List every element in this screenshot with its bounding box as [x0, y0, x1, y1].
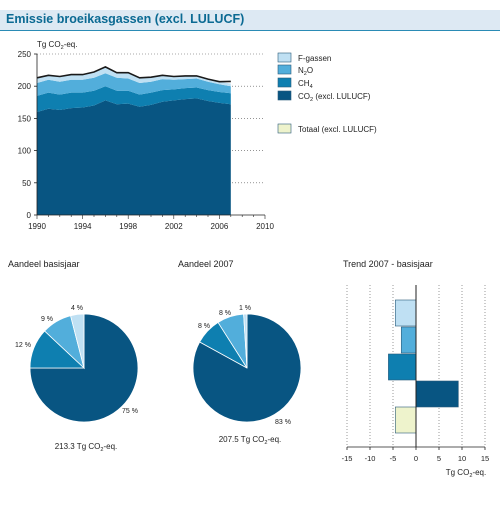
- trend-bar-ch4: [388, 353, 417, 381]
- trend-bar-co2: [415, 380, 459, 408]
- area-y-tick-label: 250: [18, 50, 32, 59]
- legend-swatch-ch4: [277, 77, 292, 88]
- page-title: Emissie broeikasgassen (excl. LULUCF): [6, 12, 245, 26]
- pie-slice-label: 1 %: [239, 305, 251, 312]
- area-x-tick-label: 2006: [211, 222, 229, 231]
- trend-x-tick-label: 5: [437, 454, 441, 463]
- header-band: [0, 10, 500, 30]
- trend-x-tick-label: 0: [414, 454, 418, 463]
- pie-slice-label: 4 %: [71, 305, 83, 312]
- trend-x-tick-label: 15: [481, 454, 489, 463]
- area-y-axis-label: Tg CO2-eq.: [37, 40, 77, 51]
- area-y-tick-label: 100: [18, 147, 32, 156]
- legend-label: Totaal (excl. LULUCF): [298, 125, 377, 134]
- area-y-tick-label: 200: [18, 82, 32, 91]
- pie-slice-label: 12 %: [15, 342, 31, 349]
- legend-label: F-gassen: [298, 54, 331, 63]
- area-x-tick-label: 2002: [165, 222, 183, 231]
- pie-slice-label: 8 %: [198, 323, 210, 330]
- pie-slice-label: 75 %: [122, 408, 138, 415]
- trend-x-tick-label: -15: [342, 454, 353, 463]
- area-totaal-line: [36, 66, 231, 83]
- pie-title: Aandeel 2007: [178, 259, 234, 269]
- trend-x-axis-label: Tg CO2-eq.: [446, 468, 486, 479]
- pie-slice-fgas: [243, 313, 248, 369]
- area-x-tick-label: 2010: [256, 222, 274, 231]
- area-series-ch4: [37, 86, 231, 112]
- area-x-tick-label: 1990: [28, 222, 46, 231]
- legend-label: CH4: [298, 79, 313, 90]
- pie-title: Aandeel basisjaar: [8, 259, 80, 269]
- pie-caption: 207.5 Tg CO2-eq.: [219, 435, 282, 446]
- trend-bar-totaal: [394, 406, 417, 434]
- area-series-n2o: [37, 73, 231, 96]
- trend-bar-fgas: [394, 299, 417, 327]
- legend-swatch-fgas: [277, 52, 292, 63]
- trend-x-tick-label: 10: [458, 454, 466, 463]
- legend-swatch-n2o: [277, 64, 292, 75]
- area-y-tick-label: 50: [22, 179, 31, 188]
- trend-x-tick-label: -5: [390, 454, 397, 463]
- legend-swatch-co2: [277, 90, 292, 101]
- pie-slice-label: 8 %: [219, 310, 231, 317]
- pie-caption: 213.3 Tg CO2-eq.: [55, 442, 118, 453]
- trend-x-tick-label: -10: [365, 454, 376, 463]
- legend-swatch-totaal: [277, 123, 292, 134]
- area-series-co2: [37, 98, 231, 215]
- area-y-tick-label: 150: [18, 114, 32, 123]
- area-y-tick-label: 0: [27, 211, 32, 220]
- legend-label: CO2 (excl. LULUCF): [298, 92, 371, 103]
- area-x-tick-label: 1994: [74, 222, 92, 231]
- pie-slice-label: 9 %: [41, 316, 53, 323]
- header-rule: [0, 30, 500, 31]
- pie-slice-fgas: [70, 313, 85, 369]
- area-x-tick-label: 1998: [119, 222, 137, 231]
- legend-label: N2O: [298, 66, 313, 77]
- trend-title: Trend 2007 - basisjaar: [343, 259, 433, 269]
- pie-slice-label: 83 %: [275, 419, 291, 426]
- area-series-fgas: [37, 66, 231, 87]
- trend-bar-n2o: [400, 326, 417, 354]
